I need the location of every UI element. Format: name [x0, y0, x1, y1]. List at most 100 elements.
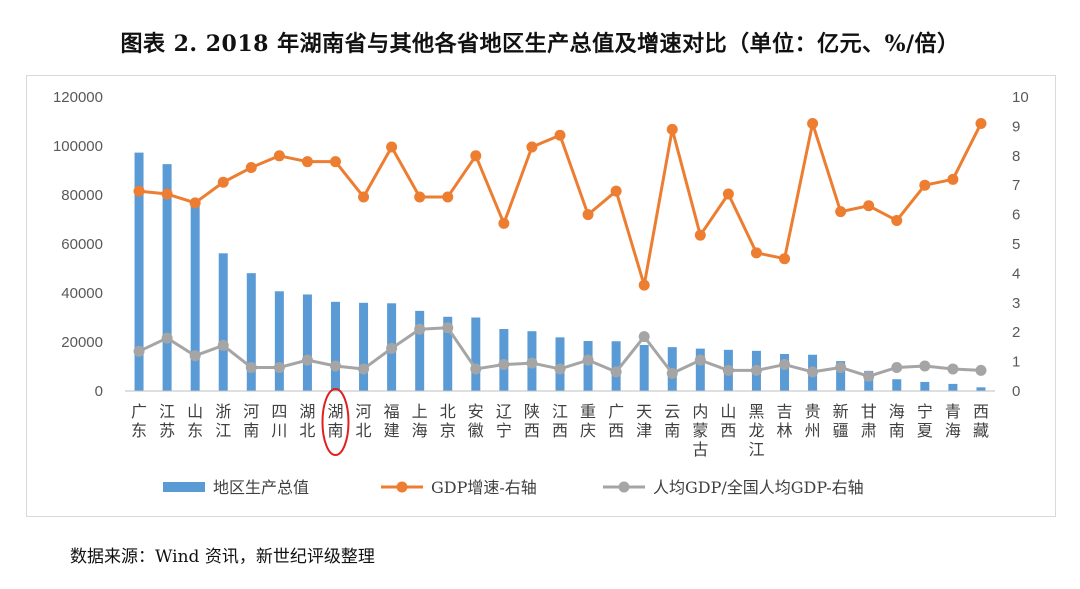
category-label-云南: 云南: [664, 402, 680, 440]
right-tick-label: 6: [1012, 207, 1020, 224]
series-2-point-天津: [638, 331, 650, 343]
gdp-bar-重庆: [583, 341, 593, 391]
series-1-point-海南: [891, 214, 903, 226]
series-1-point-云南: [666, 123, 678, 135]
gdp-bar-山东: [190, 203, 200, 391]
series-1-point-广西: [610, 185, 622, 197]
category-label-山东: 山东: [187, 402, 203, 440]
series-1-point-西藏: [975, 117, 987, 129]
gdp-bar-天津: [639, 344, 649, 391]
right-tick-label: 7: [1012, 177, 1020, 194]
left-axis-ticks: 0 20000 40000 60000 80000 100000 120000: [53, 89, 103, 400]
gdp-bar-内蒙古: [695, 348, 705, 391]
gdp-bar-浙江: [218, 253, 228, 391]
category-label-江苏: 江苏: [159, 402, 175, 440]
right-axis-ticks: 0 1 2 3 4 5 6 7 8 9 10: [1012, 89, 1029, 400]
series-2-point-河南: [245, 361, 257, 373]
series-2-point-宁夏: [919, 360, 931, 372]
right-tick-label: 3: [1012, 295, 1020, 312]
legend-swatch-marker: [396, 481, 408, 493]
series-1-point-重庆: [582, 209, 594, 221]
category-label-青海: 青海: [945, 402, 961, 440]
gdp-bar-新疆: [836, 361, 846, 391]
series-1-point-天津: [638, 279, 650, 291]
left-tick-label: 20000: [61, 334, 103, 351]
gdp-bar-北京: [443, 316, 453, 391]
series-2-point-内蒙古: [694, 354, 706, 366]
right-tick-label: 2: [1012, 324, 1020, 341]
chart-frame: [26, 75, 1056, 517]
legend: 地区生产总值 GDP增速-右轴 人均GDP/全国人均GDP-右轴: [163, 478, 864, 497]
category-label-海南: 海南: [889, 402, 905, 440]
series-2-point-海南: [891, 361, 903, 373]
series-2-point-青海: [947, 363, 959, 375]
series-2-point-上海: [414, 323, 426, 335]
right-tick-label: 10: [1012, 89, 1029, 106]
category-label-安徽: 安徽: [468, 402, 484, 440]
left-tick-label: 80000: [61, 187, 103, 204]
series-1-point-宁夏: [919, 179, 931, 191]
category-label-甘肃: 甘肃: [861, 402, 877, 440]
series-2-point-湖南: [329, 360, 341, 372]
gdp-bar-河北: [359, 302, 369, 391]
series-1-point-新疆: [835, 206, 847, 218]
gdp-bar-宁夏: [920, 381, 930, 391]
series-2-point-广东: [133, 345, 145, 357]
series-2-point-西藏: [975, 364, 987, 376]
series-2-point-浙江: [217, 339, 229, 351]
data-source-note: 数据来源：Wind 资讯，新世纪评级整理: [70, 547, 375, 567]
series-1-point-广东: [133, 185, 145, 197]
series-2-point-吉林: [779, 359, 791, 371]
category-labels: 广东江苏山东浙江河南四川湖北湖南河北福建上海北京安徽辽宁陕西江西重庆广西天津云南…: [131, 402, 989, 459]
gdp-bar-吉林: [780, 354, 790, 391]
series-2-point-陕西: [526, 357, 538, 369]
hunan-highlight-ellipse: [321, 388, 350, 456]
right-tick-label: 5: [1012, 236, 1020, 253]
left-tick-label: 0: [95, 383, 103, 400]
category-label-河北: 河北: [356, 402, 372, 440]
series-1-point-陕西: [526, 141, 538, 153]
right-tick-label: 4: [1012, 265, 1020, 282]
category-label-广西: 广西: [608, 402, 624, 440]
left-tick-label: 40000: [61, 285, 103, 302]
gdp-bar-海南: [892, 379, 902, 391]
chart-title: 图表 2. 2018 年湖南省与其他各省地区生产总值及增速对比（单位：亿元、%/…: [120, 31, 960, 57]
series-1-point-山东: [189, 197, 201, 209]
series-1-point-浙江: [217, 176, 229, 188]
series-2-point-四川: [273, 361, 285, 373]
series-1-point-甘肃: [863, 200, 875, 212]
gdp-bars: [134, 152, 986, 391]
series-1-point-河南: [245, 162, 257, 174]
category-label-上海: 上海: [412, 402, 428, 440]
right-tick-label: 9: [1012, 118, 1020, 135]
gdp-bar-西藏: [976, 387, 986, 391]
gdp-bar-广东: [134, 152, 144, 391]
category-label-四川: 四川: [271, 402, 287, 440]
left-tick-label: 100000: [53, 138, 103, 155]
right-tick-label: 0: [1012, 383, 1020, 400]
series-1-point-上海: [414, 191, 426, 203]
series-2-point-湖北: [301, 354, 313, 366]
category-label-广东: 广东: [131, 402, 147, 440]
series-1-point-北京: [442, 191, 454, 203]
gdp-bar-广西: [611, 341, 621, 391]
legend-label: 人均GDP/全国人均GDP-右轴: [653, 478, 864, 497]
series-1-point-吉林: [779, 253, 791, 265]
series-2-point-山西: [722, 364, 734, 376]
series-2-point-河北: [358, 363, 370, 375]
series-1-point-江西: [554, 129, 566, 141]
category-label-西藏: 西藏: [973, 402, 989, 440]
gdp-bar-湖南: [330, 301, 340, 391]
series-1-point-湖南: [329, 156, 341, 168]
series-1-point-青海: [947, 173, 959, 185]
legend-swatch-bar: [163, 482, 205, 492]
series-2-point-新疆: [835, 361, 847, 373]
series-1-point-河北: [358, 191, 370, 203]
category-label-湖南: 湖南: [327, 402, 343, 440]
category-label-浙江: 浙江: [215, 402, 231, 440]
series-2-point-安徽: [470, 363, 482, 375]
series-2-point-北京: [442, 322, 454, 334]
gdp-bar-上海: [415, 310, 425, 391]
series-2-point-广西: [610, 366, 622, 378]
